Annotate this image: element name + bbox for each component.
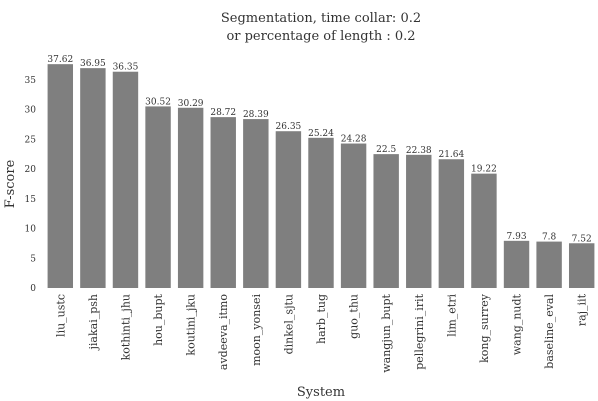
bar <box>112 71 139 288</box>
x-tick-label: wang_nudt <box>511 293 524 355</box>
x-tick-label: kong_surrey <box>478 293 491 363</box>
y-tick-label: 20 <box>25 165 37 175</box>
bar <box>308 137 334 288</box>
bar-value-label: 25.24 <box>308 129 334 139</box>
bar-value-label: 24.28 <box>341 135 367 145</box>
y-tick-label: 0 <box>30 284 36 294</box>
bar-value-label: 7.8 <box>542 233 557 243</box>
x-tick-label: liu_ustc <box>54 294 67 337</box>
bar-value-label: 30.29 <box>178 99 204 109</box>
x-tick-label: dinkel_sjtu <box>282 294 295 354</box>
bar-value-label: 19.22 <box>471 165 497 175</box>
bar-value-label: 36.35 <box>113 63 139 73</box>
bar-value-label: 30.52 <box>145 97 171 107</box>
bar <box>177 107 204 288</box>
bar-value-label: 26.35 <box>276 122 302 132</box>
bar <box>536 241 562 288</box>
bar <box>568 243 595 288</box>
bar-value-label: 21.64 <box>438 150 464 160</box>
y-axis-ticks: 0 5 10 15 20 25 30 35 <box>25 76 37 294</box>
x-tick-label: harb_tug <box>315 294 328 344</box>
x-tick-label: guo_thu <box>348 294 361 339</box>
bar <box>471 173 497 288</box>
value-labels-group: 37.62 36.95 36.35 30.52 30.29 28.72 28.39 26.35… <box>47 55 591 244</box>
x-tick-label: pellegrini_irit <box>413 293 426 369</box>
y-axis-label: F-score <box>3 159 18 208</box>
bar <box>145 106 171 288</box>
x-axis-label: System <box>297 385 345 400</box>
x-tick-label: lim_etri <box>445 294 458 337</box>
bar <box>406 154 432 288</box>
x-tick-label: jiakai_psh <box>87 294 100 352</box>
x-tick-label: moon_yonsei <box>250 294 263 366</box>
bars-group <box>47 64 595 289</box>
bar <box>275 131 302 288</box>
bar <box>80 68 106 289</box>
bar-value-label: 28.72 <box>210 108 236 118</box>
bar-value-label: 22.5 <box>376 145 396 155</box>
x-tick-label: raj_iit <box>576 293 589 326</box>
bar-value-label: 7.93 <box>507 232 527 242</box>
x-tick-label: kothinti_jhu <box>119 294 132 360</box>
y-tick-label: 10 <box>25 225 37 235</box>
bar <box>243 119 269 288</box>
y-tick-label: 35 <box>25 76 37 86</box>
chart-title: Segmentation, time collar: 0.2 <box>221 11 421 26</box>
chart-subtitle: or percentage of length : 0.2 <box>226 29 415 44</box>
bar <box>373 154 399 288</box>
bar-value-label: 7.52 <box>572 234 592 244</box>
bar <box>210 117 236 288</box>
y-tick-label: 25 <box>25 135 37 145</box>
y-tick-label: 5 <box>30 254 36 264</box>
x-tick-label: baseline_eval <box>543 294 556 369</box>
x-tick-label: koutini_jku <box>185 294 198 356</box>
bar <box>47 64 74 288</box>
bar <box>503 240 530 288</box>
y-tick-label: 15 <box>25 195 37 205</box>
bar-value-label: 37.62 <box>47 55 73 65</box>
bar-value-label: 28.39 <box>243 110 269 120</box>
x-tick-label: hou_bupt <box>152 293 165 345</box>
x-tick-label: avdeeva_itmo <box>217 294 230 370</box>
bar <box>340 143 367 288</box>
bar-value-label: 36.95 <box>80 59 106 69</box>
x-axis-ticks: liu_ustc jiakai_psh kothinti_jhu hou_bupt ko… <box>54 293 588 373</box>
bar-value-label: 22.38 <box>406 146 432 156</box>
bar <box>438 159 465 288</box>
y-tick-label: 30 <box>25 106 37 116</box>
x-tick-label: wangjun_bupt <box>380 293 393 372</box>
